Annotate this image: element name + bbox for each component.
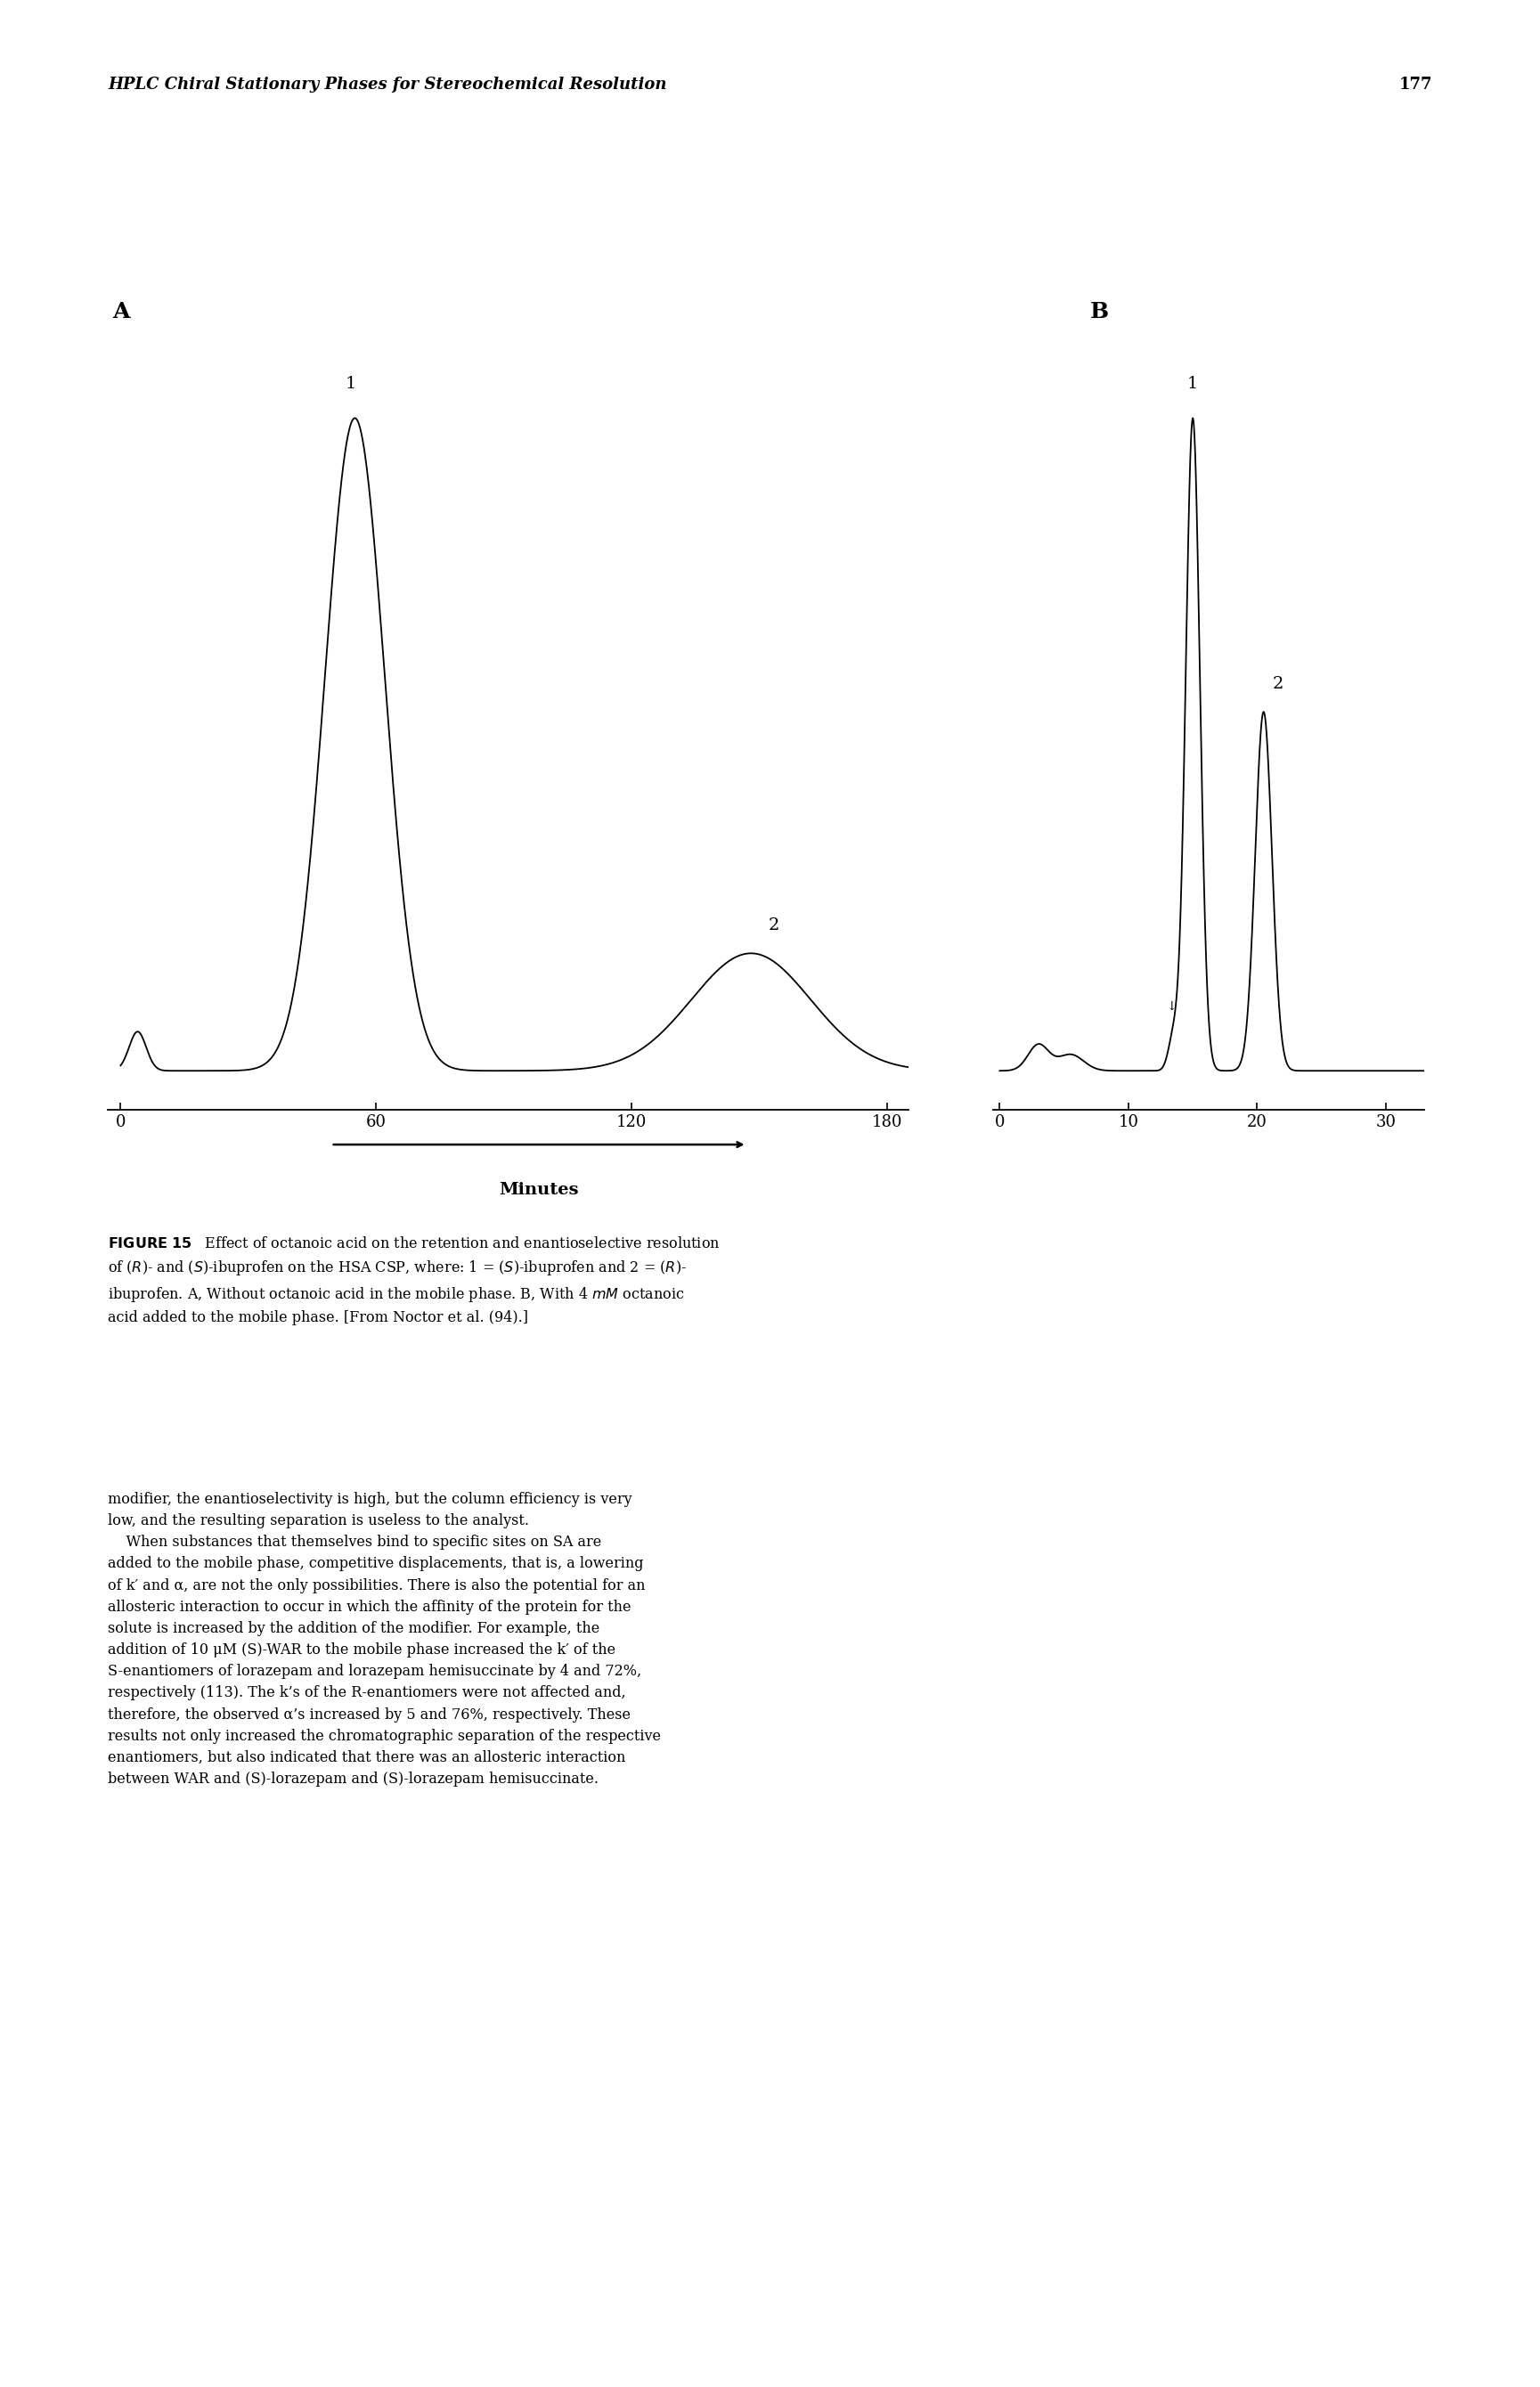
Text: 177: 177 xyxy=(1398,76,1432,93)
Text: A: A xyxy=(112,301,129,322)
Text: HPLC Chiral Stationary Phases for Stereochemical Resolution: HPLC Chiral Stationary Phases for Stereo… xyxy=(108,76,667,93)
Text: 2: 2 xyxy=(768,917,779,933)
Text: $\mathbf{F}$$\mathbf{IGURE}$ $\mathbf{15}$   Effect of octanoic acid on the rete: $\mathbf{F}$$\mathbf{IGURE}$ $\mathbf{15… xyxy=(108,1236,721,1325)
Text: B: B xyxy=(1090,301,1109,322)
Text: 1: 1 xyxy=(1187,377,1198,391)
Text: 1: 1 xyxy=(345,377,356,391)
Text: modifier, the enantioselectivity is high, but the column efficiency is very
low,: modifier, the enantioselectivity is high… xyxy=(108,1492,661,1785)
Text: ↓: ↓ xyxy=(1166,1000,1177,1012)
Text: Minutes: Minutes xyxy=(499,1182,579,1198)
Text: 2: 2 xyxy=(1272,676,1284,692)
